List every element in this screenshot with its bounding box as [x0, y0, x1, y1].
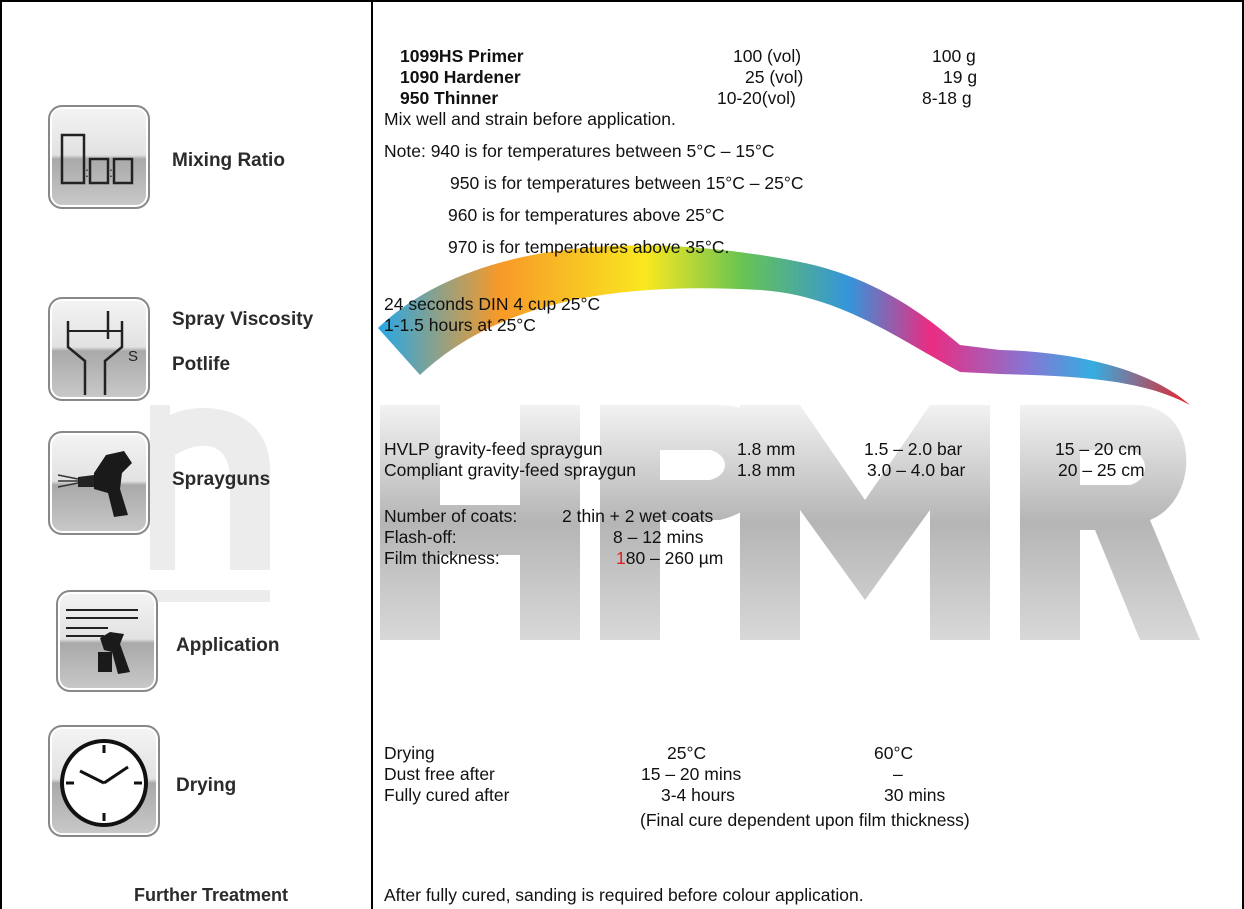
spraygun-pressure-1: 1.5 – 2.0 bar	[864, 439, 963, 459]
further-treatment-label: Further Treatment	[134, 885, 289, 905]
mix-weight-3: 8-18 g	[922, 88, 972, 108]
mix-product-1: 1099HS Primer	[400, 46, 524, 66]
potlife-value: 1-1.5 hours at 25°C	[384, 315, 536, 335]
spray-viscosity-label: Spray Viscosity	[172, 309, 314, 330]
mix-weight-1: 100 g	[932, 46, 976, 66]
frame-top	[0, 0, 1244, 2]
mix-weight-2: 19 g	[943, 67, 978, 87]
svg-text:S: S	[128, 348, 138, 365]
spraygun-icon	[48, 431, 150, 535]
mix-vol-3: 10-20(vol)	[717, 88, 796, 108]
drying-label: Drying	[176, 775, 237, 796]
potlife-label: Potlife	[172, 354, 231, 375]
dust-free-label: Dust free after	[384, 764, 495, 784]
drying-footnote: (Final cure dependent upon film thicknes…	[640, 810, 970, 830]
spraygun-type-1: HVLP gravity-feed spraygun	[384, 439, 603, 459]
application-icon	[56, 590, 158, 692]
mix-vol-2: 25 (vol)	[745, 67, 804, 87]
mix-product-3: 950 Thinner	[400, 88, 499, 108]
spraygun-type-2: Compliant gravity-feed spraygun	[384, 460, 636, 480]
watermark-letters	[380, 405, 1200, 640]
mix-note-3: 960 is for temperatures above 25°C	[448, 205, 725, 225]
film-thickness-value: 180 – 260 µm	[616, 548, 723, 568]
svg-text::: :	[109, 164, 113, 180]
svg-text::: :	[85, 164, 89, 180]
watermark-swoosh	[378, 245, 1190, 405]
mix-instruction: Mix well and strain before application.	[384, 109, 676, 129]
fully-cured-60c: 30 mins	[884, 785, 946, 805]
spraygun-distance-1: 15 – 20 cm	[1055, 439, 1142, 459]
film-thickness-value-first: 1	[616, 548, 626, 568]
spraygun-distance-2: 20 – 25 cm	[1058, 460, 1145, 480]
further-treatment-value: After fully cured, sanding is required b…	[384, 885, 864, 905]
drying-header-label: Drying	[384, 743, 435, 763]
fully-cured-label: Fully cured after	[384, 785, 510, 805]
frame-right	[1242, 0, 1244, 909]
spraygun-pressure-2: 3.0 – 4.0 bar	[867, 460, 966, 480]
spraygun-nozzle-2: 1.8 mm	[737, 460, 796, 480]
drying-header-25c: 25°C	[667, 743, 707, 763]
dust-free-25c: 15 – 20 mins	[641, 764, 742, 784]
mix-note-1: Note: 940 is for temperatures between 5°…	[384, 141, 775, 161]
drying-header-60c: 60°C	[874, 743, 914, 763]
film-thickness-label: Film thickness:	[384, 548, 500, 568]
frame-left	[0, 0, 2, 909]
coats-value: 2 thin + 2 wet coats	[562, 506, 714, 526]
mix-note-4: 970 is for temperatures above 35°C.	[448, 237, 730, 257]
clock-icon	[48, 725, 160, 837]
flash-off-label: Flash-off:	[384, 527, 457, 547]
application-label: Application	[176, 635, 280, 656]
film-thickness-value-rest: 80 – 260 µm	[625, 548, 724, 568]
mixing-ratio-icon: : :	[48, 105, 150, 209]
column-divider	[371, 0, 373, 909]
mixing-ratio-label: Mixing Ratio	[172, 150, 285, 171]
coats-label: Number of coats:	[384, 506, 518, 526]
spray-viscosity-icon: S	[48, 297, 150, 401]
flash-off-value: 8 – 12 mins	[613, 527, 704, 547]
sprayguns-label: Sprayguns	[172, 469, 271, 490]
mix-product-2: 1090 Hardener	[400, 67, 521, 87]
fully-cured-25c: 3-4 hours	[661, 785, 735, 805]
dust-free-60c: –	[893, 764, 903, 784]
mix-vol-1: 100 (vol)	[733, 46, 802, 66]
mix-note-2: 950 is for temperatures between 15°C – 2…	[450, 173, 804, 193]
viscosity-value: 24 seconds DIN 4 cup 25°C	[384, 294, 601, 314]
spraygun-nozzle-1: 1.8 mm	[737, 439, 796, 459]
